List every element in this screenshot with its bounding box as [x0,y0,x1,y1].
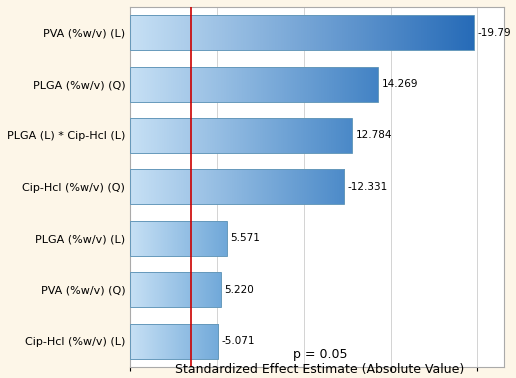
Text: 12.784: 12.784 [356,130,392,141]
Bar [130,67,378,102]
Text: 5.571: 5.571 [230,233,260,243]
Text: -5.071: -5.071 [222,336,255,346]
Text: Standardized Effect Estimate (Absolute Value): Standardized Effect Estimate (Absolute V… [175,363,464,376]
Text: -19.79: -19.79 [477,28,511,38]
Bar [130,118,352,153]
Bar [130,221,227,256]
Bar [130,169,344,204]
Bar [130,15,474,50]
Text: 14.269: 14.269 [381,79,418,89]
Text: 5.220: 5.220 [224,285,254,295]
Text: -12.331: -12.331 [348,182,388,192]
Text: p = 0.05: p = 0.05 [293,348,347,361]
Bar [130,272,221,307]
Bar [130,324,218,359]
